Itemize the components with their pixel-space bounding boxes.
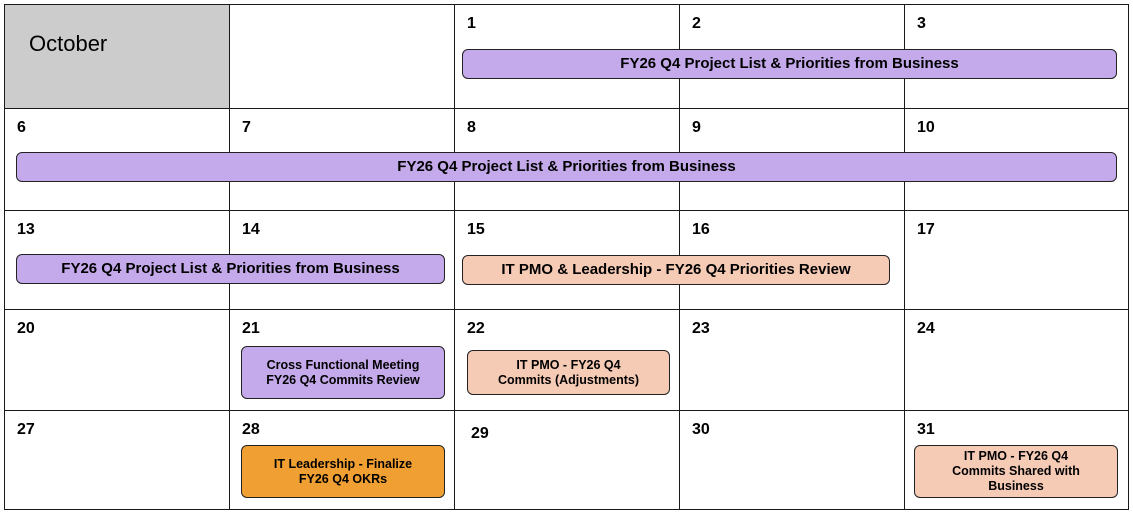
day-cell-29[interactable]: 29: [454, 410, 680, 510]
day-cell-30[interactable]: 30: [679, 410, 905, 510]
day-number: 20: [17, 320, 35, 337]
event-label-line1: IT PMO - FY26 Q4: [516, 357, 621, 372]
day-number: 27: [17, 421, 35, 438]
day-cell-24[interactable]: 24: [904, 309, 1129, 411]
event-label-line1: IT Leadership - Finalize: [273, 456, 413, 471]
event-cross-functional-meeting[interactable]: Cross Functional Meeting FY26 Q4 Commits…: [241, 346, 445, 399]
event-label-line2: FY26 Q4 Commits Review: [266, 372, 420, 387]
day-number: 7: [242, 119, 251, 136]
day-number: 29: [471, 425, 489, 442]
day-number: 9: [692, 119, 701, 136]
event-project-list-week2[interactable]: FY26 Q4 Project List & Priorities from B…: [16, 152, 1117, 182]
event-commits-adjustments[interactable]: IT PMO - FY26 Q4 Commits (Adjustments): [467, 350, 670, 395]
day-number: 1: [467, 15, 476, 32]
event-project-list-week1[interactable]: FY26 Q4 Project List & Priorities from B…: [462, 49, 1117, 79]
event-label-line2: Commits (Adjustments): [498, 372, 639, 387]
event-label: FY26 Q4 Project List & Priorities from B…: [620, 55, 959, 72]
day-cell-20[interactable]: 20: [4, 309, 230, 411]
day-number: 2: [692, 15, 701, 32]
event-label: FY26 Q4 Project List & Priorities from B…: [397, 158, 736, 175]
day-number: 23: [692, 320, 710, 337]
day-number: 16: [692, 221, 710, 238]
month-title: October: [29, 31, 108, 56]
day-number: 28: [242, 421, 260, 438]
day-number: 13: [17, 221, 35, 238]
calendar-grid: October 1 2 3 6 7 8 9 10 13 14 15 16 17 …: [4, 4, 1129, 510]
day-number: 10: [917, 119, 935, 136]
day-number: 17: [917, 221, 935, 238]
month-header-cell: October: [4, 4, 230, 109]
day-number: 8: [467, 119, 476, 136]
day-number: 30: [692, 421, 710, 438]
day-number: 22: [467, 320, 485, 337]
event-label: IT PMO & Leadership - FY26 Q4 Priorities…: [501, 261, 851, 278]
day-cell-27[interactable]: 27: [4, 410, 230, 510]
event-commits-shared[interactable]: IT PMO - FY26 Q4 Commits Shared with Bus…: [914, 445, 1118, 498]
empty-day-cell: [229, 4, 455, 109]
day-cell-17[interactable]: 17: [904, 210, 1129, 310]
event-label-line2: FY26 Q4 OKRs: [298, 471, 388, 486]
event-label-line1: Cross Functional Meeting: [266, 357, 420, 372]
event-finalize-okrs[interactable]: IT Leadership - Finalize FY26 Q4 OKRs: [241, 445, 445, 498]
event-label: FY26 Q4 Project List & Priorities from B…: [61, 260, 400, 277]
event-priorities-review[interactable]: IT PMO & Leadership - FY26 Q4 Priorities…: [462, 255, 890, 285]
event-label-line3: Business: [988, 479, 1044, 493]
event-label-line1: IT PMO - FY26 Q4: [963, 449, 1069, 463]
day-number: 6: [17, 119, 26, 136]
day-number: 24: [917, 320, 935, 337]
event-project-list-week3[interactable]: FY26 Q4 Project List & Priorities from B…: [16, 254, 445, 284]
day-number: 21: [242, 320, 260, 337]
event-label-line2: Commits Shared with: [952, 464, 1080, 478]
day-cell-23[interactable]: 23: [679, 309, 905, 411]
day-number: 3: [917, 15, 926, 32]
day-number: 31: [917, 421, 935, 438]
day-number: 14: [242, 221, 260, 238]
day-number: 15: [467, 221, 485, 238]
